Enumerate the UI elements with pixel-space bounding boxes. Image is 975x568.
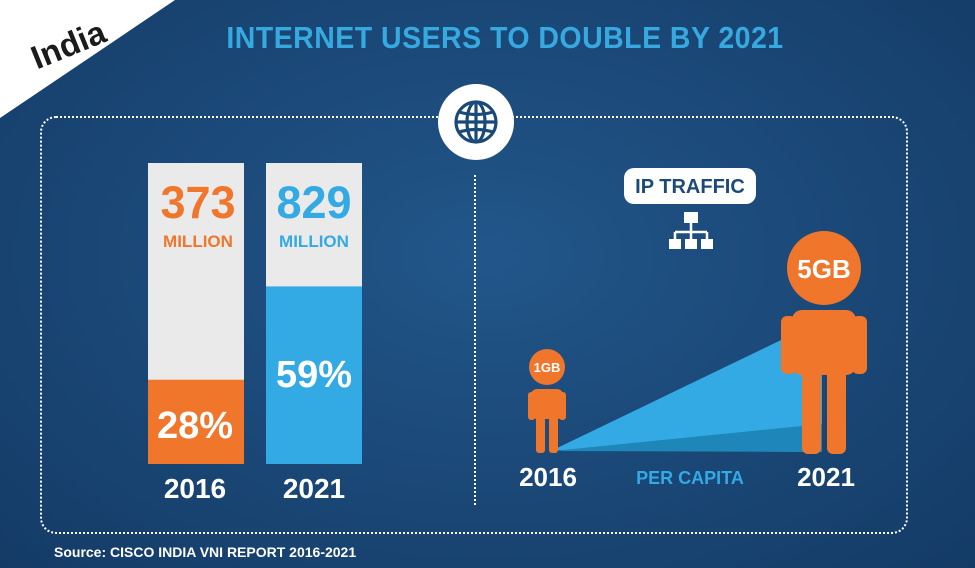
bar-label-2021: 59% — [276, 354, 352, 396]
traffic-category-2021: 2021 — [797, 462, 855, 492]
section-divider — [474, 175, 476, 505]
network-icon — [669, 212, 713, 249]
bar-2021 — [266, 286, 362, 464]
corner-banner — [0, 0, 175, 118]
traffic-xlabel: PER CAPITA — [636, 468, 744, 488]
infographic-title: INTERNET USERS TO DOUBLE BY 2021 — [226, 20, 784, 55]
bar-category-2016: 2016 — [164, 473, 226, 504]
total-value-2016: 373 — [160, 177, 235, 228]
traffic-area — [553, 320, 822, 452]
total-unit-2021: MILLION — [279, 232, 349, 251]
person-icon-2016 — [528, 349, 566, 453]
total-value-2021: 829 — [276, 177, 351, 228]
ip-traffic-area-chart — [553, 320, 822, 452]
traffic-category-2016: 2016 — [519, 462, 577, 492]
person-icon-2021 — [781, 231, 867, 454]
bar-label-2016: 28% — [157, 405, 233, 447]
users-bar-chart — [148, 163, 362, 464]
source-note: Source: CISCO INDIA VNI REPORT 2016-2021 — [54, 544, 357, 560]
traffic-label-2021: 5GB — [797, 254, 850, 284]
traffic-area-shadow — [553, 424, 822, 452]
bar-category-2021: 2021 — [283, 473, 345, 504]
ip-traffic-title: IP TRAFFIC — [635, 176, 745, 198]
ip-traffic-badge — [624, 168, 756, 204]
traffic-label-2016: 1GB — [534, 360, 561, 375]
bar-2016 — [148, 379, 244, 464]
globe-icon — [438, 84, 514, 160]
total-unit-2016: MILLION — [163, 232, 233, 251]
